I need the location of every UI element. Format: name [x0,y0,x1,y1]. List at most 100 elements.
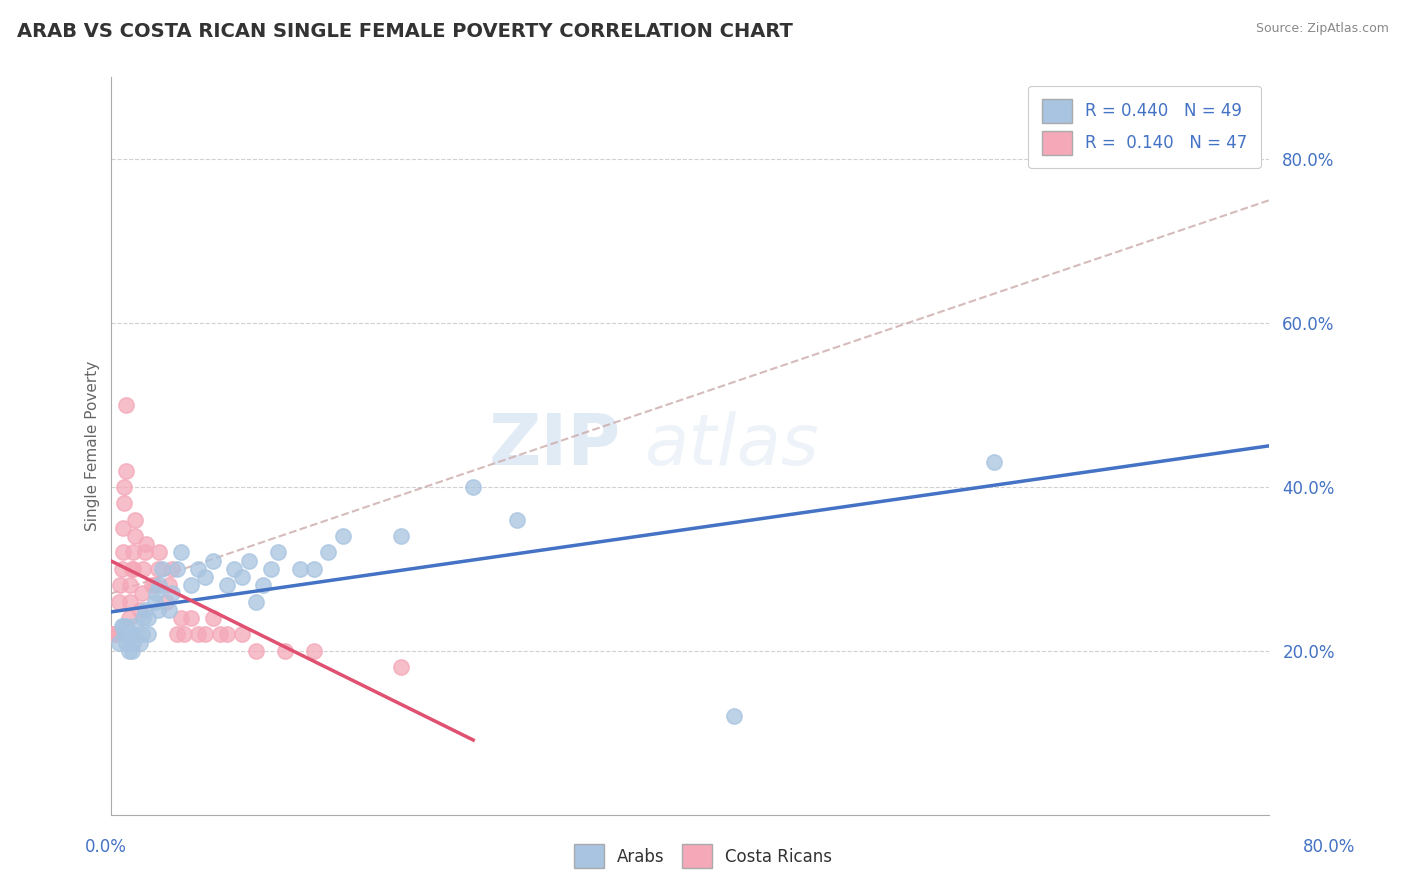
Point [114,496,136,510]
Point [180,611,202,625]
Point [146,603,169,617]
Point [134,545,156,559]
Point [332,529,354,543]
Point [187,562,209,576]
Point [318,545,340,559]
Text: 80.0%: 80.0% [1302,838,1355,855]
Point [170,611,193,625]
Point [131,627,153,641]
Point [110,619,132,633]
Point [245,644,267,658]
Point [224,562,246,576]
Point [288,562,311,576]
Point [104,627,127,641]
Point [141,578,163,592]
Point [274,644,297,658]
Point [111,521,134,535]
Point [231,570,253,584]
Point [111,619,134,633]
Point [259,562,281,576]
Point [160,562,183,576]
Point [115,627,138,641]
Point [194,627,217,641]
Point [155,594,177,608]
Text: atlas: atlas [644,411,818,481]
Point [107,594,129,608]
Point [132,611,155,625]
Point [135,537,157,551]
Point [723,709,745,723]
Point [217,627,239,641]
Point [121,562,143,576]
Point [252,578,274,592]
Point [389,529,412,543]
Point [114,480,136,494]
Point [103,627,125,641]
Point [166,562,188,576]
Text: ZIP: ZIP [488,411,621,481]
Point [143,594,166,608]
Point [302,562,325,576]
Text: ARAB VS COSTA RICAN SINGLE FEMALE POVERTY CORRELATION CHART: ARAB VS COSTA RICAN SINGLE FEMALE POVERT… [17,22,793,41]
Point [124,513,146,527]
Point [122,562,145,576]
Point [463,480,485,494]
Point [120,627,142,641]
Point [101,627,124,641]
Point [146,562,169,576]
Point [160,586,183,600]
Point [115,619,138,633]
Point [208,627,231,641]
Point [120,578,142,592]
Point [132,562,155,576]
Point [245,594,267,608]
Legend: R = 0.440   N = 49, R =  0.140   N = 47: R = 0.440 N = 49, R = 0.140 N = 47 [1028,86,1261,168]
Point [136,627,159,641]
Point [505,513,527,527]
Point [267,545,290,559]
Point [115,635,138,649]
Point [118,611,141,625]
Point [100,627,122,641]
Point [124,619,146,633]
Point [187,627,209,641]
Point [115,464,138,478]
Point [129,635,152,649]
Point [150,562,173,576]
Point [201,611,224,625]
Point [122,635,145,649]
Point [114,627,136,641]
Y-axis label: Single Female Poverty: Single Female Poverty [86,361,100,531]
Point [134,603,156,617]
Point [122,627,145,641]
Point [129,603,152,617]
Point [173,627,195,641]
Point [157,603,180,617]
Point [983,455,1005,469]
Point [115,398,138,412]
Point [107,635,129,649]
Point [124,529,146,543]
Point [118,644,141,658]
Point [170,545,193,559]
Point [389,660,412,674]
Point [238,554,260,568]
Point [201,554,224,568]
Point [231,627,253,641]
Point [120,594,142,608]
Legend: Arabs, Costa Ricans: Arabs, Costa Ricans [568,838,838,875]
Text: 0.0%: 0.0% [84,838,127,855]
Point [148,578,170,592]
Point [166,627,188,641]
Point [217,578,239,592]
Point [136,611,159,625]
Point [110,562,132,576]
Point [302,644,325,658]
Point [194,570,217,584]
Point [122,545,145,559]
Point [143,578,166,592]
Point [111,545,134,559]
Point [157,578,180,592]
Point [180,578,202,592]
Point [121,644,143,658]
